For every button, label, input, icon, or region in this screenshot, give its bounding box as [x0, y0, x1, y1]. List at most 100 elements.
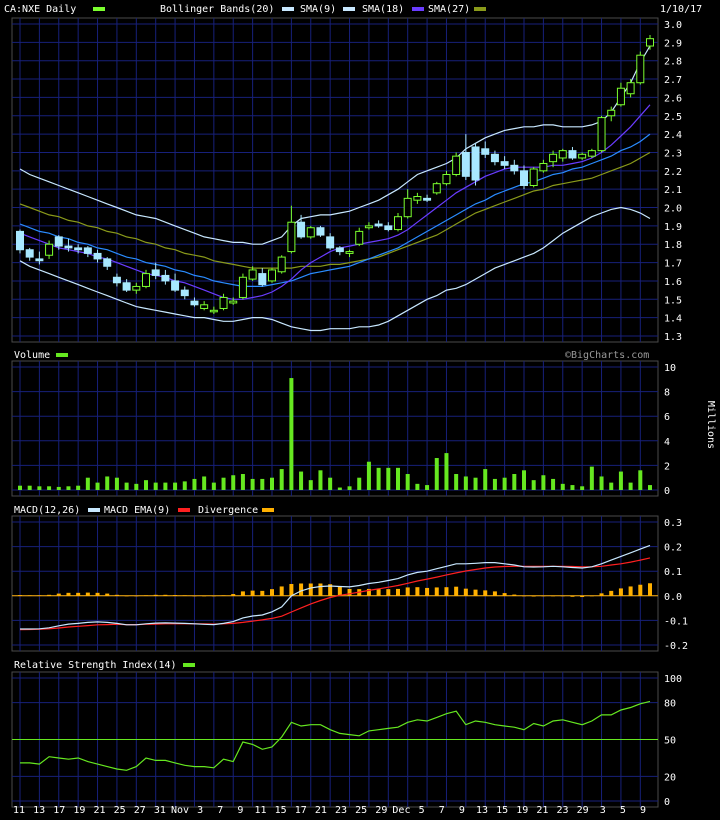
x-tick-label: 3 — [600, 805, 606, 816]
sma27-line — [19, 151, 651, 269]
price-tick-label: 2.1 — [664, 185, 682, 196]
candle-body — [219, 296, 228, 309]
divergence-bar — [463, 588, 468, 596]
rsi-panel: 0 20 50 80 100 — [11, 671, 682, 808]
x-tick-label: 11 — [13, 805, 25, 816]
x-tick-label: 7 — [217, 805, 223, 816]
volume-unit-label: Millions — [705, 401, 716, 449]
bollinger-lower-line — [19, 206, 651, 332]
volume-bar — [114, 477, 119, 490]
x-tick-label: 11 — [255, 805, 267, 816]
volume-bar — [250, 478, 255, 490]
candle-body — [335, 247, 344, 253]
candle-body — [539, 162, 548, 172]
volume-bar — [18, 485, 22, 490]
volume-bar — [376, 467, 381, 490]
macd-tick-label: 0.2 — [664, 543, 682, 554]
x-tick-label: 25 — [114, 805, 126, 816]
candle-body — [394, 216, 402, 231]
candle-body — [636, 54, 645, 84]
volume-bar — [202, 476, 207, 490]
divergence-bar — [415, 587, 420, 596]
volume-bar — [76, 485, 81, 490]
divergence-bar — [231, 594, 236, 596]
candle-body — [268, 269, 276, 282]
volume-bar — [357, 477, 362, 490]
x-tick-label: 9 — [459, 805, 465, 816]
x-tick-label: 21 — [93, 805, 105, 816]
volume-bar — [444, 453, 449, 490]
x-tick-label: Dec — [392, 805, 410, 816]
volume-bar — [163, 482, 168, 490]
candle-body — [190, 300, 199, 306]
volume-bar — [366, 461, 371, 490]
x-tick-label: 5 — [419, 805, 425, 816]
candle-body — [83, 247, 92, 254]
candle-body — [171, 280, 180, 291]
watermark: ©BigCharts.com — [565, 350, 649, 361]
x-tick-label: Nov — [171, 805, 189, 816]
volume-bar — [56, 486, 61, 490]
price-tick-label: 2.8 — [664, 57, 682, 68]
macd-tick-label: 0.3 — [664, 518, 682, 529]
sma18-line — [19, 133, 651, 287]
divergence-bar — [425, 587, 430, 596]
volume-bar — [192, 478, 197, 490]
volume-bar — [638, 470, 643, 490]
candle-body — [355, 230, 364, 245]
volume-bar — [66, 486, 71, 490]
x-tick-label: 13 — [33, 805, 45, 816]
sma9-label: SMA(9) — [300, 4, 336, 15]
divergence-bar — [638, 584, 643, 596]
volume-bar — [347, 486, 352, 490]
x-tick-label: 9 — [237, 805, 243, 816]
bollinger-label: Bollinger Bands(20) — [160, 4, 274, 15]
candle-body — [277, 256, 286, 273]
sma18-legend-swatch — [412, 7, 424, 11]
x-tick-label: 15 — [275, 805, 287, 816]
divergence-bar — [434, 587, 439, 596]
x-tick-label: 7 — [439, 805, 445, 816]
candle-body — [16, 230, 24, 251]
divergence-bar — [105, 593, 110, 596]
volume-bar — [531, 480, 536, 490]
x-tick-label: 17 — [53, 805, 65, 816]
candle-body — [151, 269, 160, 276]
candle-body — [471, 146, 480, 181]
price-tick-label: 1.9 — [664, 222, 682, 233]
price-tick-label: 1.3 — [664, 332, 682, 343]
candle-body — [209, 309, 218, 313]
rsi-tick-label: 50 — [664, 736, 676, 747]
candle-body — [93, 252, 102, 260]
macd-ema-legend-swatch — [178, 508, 190, 512]
x-tick-label: 3 — [197, 805, 203, 816]
sma27-legend-swatch — [474, 7, 486, 11]
volume-bar — [85, 477, 90, 490]
x-tick-label: 13 — [476, 805, 488, 816]
volume-bar — [153, 482, 158, 490]
volume-bar — [580, 486, 585, 490]
candle-body — [64, 245, 73, 249]
volume-bar — [589, 466, 594, 490]
price-tick-label: 2.9 — [664, 38, 682, 49]
volume-bar — [289, 378, 294, 490]
candle-body — [180, 289, 189, 297]
candle-body — [500, 161, 509, 166]
candle-body — [306, 227, 315, 238]
candle-body — [549, 153, 558, 163]
divergence-bar — [289, 583, 294, 596]
divergence-legend-swatch — [262, 508, 274, 512]
candle-body — [481, 148, 490, 155]
x-tick-label: 31 — [154, 805, 166, 816]
candle-body — [529, 168, 538, 187]
candle-body — [316, 227, 325, 236]
divergence-bar — [76, 592, 81, 596]
candle-body — [326, 236, 335, 249]
candle-body — [403, 197, 412, 218]
rsi-tick-label: 20 — [664, 772, 676, 783]
volume-bar — [124, 482, 129, 490]
macd-tick-label: 0.1 — [664, 567, 682, 578]
volume-bar — [144, 480, 148, 490]
divergence-bar — [396, 588, 400, 596]
